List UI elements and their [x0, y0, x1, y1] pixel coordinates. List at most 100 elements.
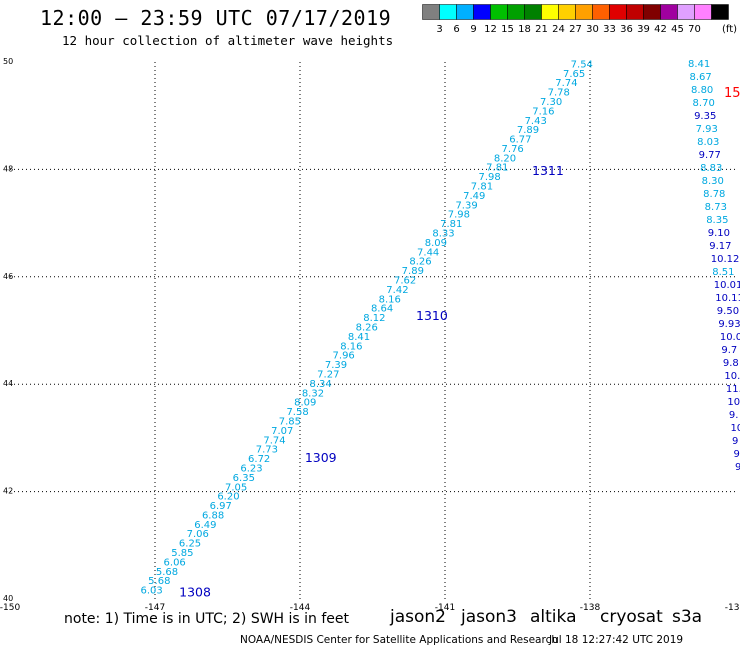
wave-height-label: 8.64 [371, 304, 393, 315]
wave-height-label: 7.76 [502, 144, 524, 155]
wave-height-label: 8.41 [688, 59, 710, 70]
wave-height-label: 7.62 [394, 276, 416, 287]
wave-height-label: 7.43 [525, 116, 547, 127]
longitude-label: -144 [290, 603, 311, 613]
wave-height-label: 6.03 [141, 586, 163, 597]
wave-height-label: 7.74 [263, 435, 285, 446]
colorbar-tick-label: 15 [501, 24, 514, 35]
map-title: 12:00 – 23:59 UTC 07/17/2019 [40, 6, 392, 30]
wave-height-label: 8.09 [294, 398, 316, 409]
wave-height-label: 8.26 [409, 257, 431, 268]
wave-height-label: 9.93 [718, 319, 740, 330]
longitude-label: -141 [435, 603, 455, 613]
wave-height-label: 7.65 [563, 69, 585, 80]
wave-height-label: 9.35 [694, 111, 716, 122]
colorbar-tick-label: 18 [518, 24, 531, 35]
wave-height-label: 7.81 [440, 219, 462, 230]
wave-height-label: 7.30 [540, 97, 562, 108]
wave-height-label: 7.96 [333, 351, 355, 362]
wave-height-label: 10.0 [720, 332, 740, 343]
wave-height-label: 8.41 [348, 332, 370, 343]
wave-height-label: 7.85 [279, 416, 301, 427]
credit-line: NOAA/NESDIS Center for Satellite Applica… [240, 634, 558, 646]
colorbar-tick-label: 30 [586, 24, 599, 35]
wave-height-label: 7.98 [448, 210, 470, 221]
latitude-label: 40 [3, 594, 13, 603]
wave-height-label: 7.54 [571, 59, 593, 70]
latitude-label: 44 [3, 379, 13, 388]
wave-height-label: 7.39 [455, 200, 477, 211]
wave-height-label: 7.44 [417, 247, 439, 258]
latitude-label: 46 [3, 272, 13, 281]
wave-height-label: 9. [729, 410, 739, 421]
colorbar-tick-label: 70 [688, 24, 701, 35]
wave-height-label: 7.58 [286, 407, 308, 418]
legend-s3a: s3a [672, 607, 703, 627]
latitude-label: 42 [3, 487, 13, 496]
wave-height-label: 8.20 [494, 153, 516, 164]
wave-height-label: 7.93 [696, 124, 718, 135]
wave-height-label: 7.16 [532, 106, 554, 117]
wave-height-label: 6.72 [248, 454, 270, 465]
wave-height-label: 7.06 [187, 529, 209, 540]
wave-height-label: 8.32 [302, 388, 324, 399]
colorbar-tick-label: 45 [671, 24, 684, 35]
wave-height-label: 5.68 [156, 567, 178, 578]
wave-height-label: 6.06 [164, 557, 186, 568]
wave-height-label: 10. [730, 423, 740, 434]
wave-height-label: 8.35 [706, 215, 728, 226]
legend-jason2: jason2 [390, 607, 446, 627]
wave-height-label: 8.78 [703, 189, 725, 200]
legend-jason3: jason3 [461, 607, 517, 627]
wave-height-label: 8.67 [690, 72, 712, 83]
wave-height-label: 9 [733, 449, 739, 460]
pass-number-label: 1310 [416, 308, 448, 323]
wave-height-label: 9.10 [708, 228, 730, 239]
longitude-label: -138 [580, 603, 601, 613]
wave-height-label: 7.73 [256, 445, 278, 456]
generated-timestamp: Jul 18 12:27:42 UTC 2019 [549, 634, 684, 646]
longitude-label: -135 [725, 603, 740, 613]
longitude-label: -147 [145, 603, 165, 613]
colorbar-tick-label: 9 [470, 24, 476, 35]
wave-height-label: 8.83 [700, 163, 722, 174]
wave-height-label: 10. [727, 397, 740, 408]
legend-cryosat: cryosat [600, 607, 663, 627]
wave-height-label: 6.35 [233, 473, 255, 484]
edge-wave-label: 15 [724, 86, 740, 101]
wave-height-label: 7.81 [486, 163, 508, 174]
wave-height-label: 10.01 [714, 280, 740, 291]
wave-height-label: 8.51 [712, 267, 734, 278]
wave-height-label: 9 [732, 436, 738, 447]
wave-height-label: 10.11 [715, 293, 740, 304]
wave-height-label: 6.20 [217, 492, 239, 503]
wave-height-label: 6.97 [210, 501, 232, 512]
wave-height-label: 5.85 [171, 548, 193, 559]
wave-height-label: 6.49 [194, 520, 216, 531]
wave-height-label: 7.81 [471, 182, 493, 193]
wave-height-label: 7.89 [402, 266, 424, 277]
longitude-label: -150 [0, 603, 20, 613]
colorbar-tick-label: 24 [552, 24, 565, 35]
colorbar-tick-label: 36 [620, 24, 633, 35]
wave-height-label: 7.07 [271, 426, 293, 437]
wave-height-label: 8.12 [363, 313, 385, 324]
wave-height-label: 10.6 [724, 371, 740, 382]
wave-height-label: 6.77 [509, 135, 531, 146]
wave-height-label: 8.34 [309, 379, 331, 390]
wave-height-label: 7.39 [325, 360, 347, 371]
wave-height-label: 9.8 [723, 358, 739, 369]
wave-height-label: 8.73 [705, 202, 727, 213]
wave-height-label: 8.16 [379, 294, 401, 305]
pass-number-label: 1309 [305, 450, 337, 465]
wave-height-label: 5.68 [148, 576, 170, 587]
latitude-label: 50 [3, 57, 13, 66]
wave-height-label: 7.89 [517, 125, 539, 136]
pass-number-label: 1308 [179, 584, 211, 599]
wave-height-label: 9.77 [699, 150, 721, 161]
wave-height-label: 8.33 [432, 229, 454, 240]
wave-height-label: 7.27 [317, 369, 339, 380]
legend-altika: altika [530, 607, 577, 627]
colorbar-tick-label: 6 [453, 24, 459, 35]
